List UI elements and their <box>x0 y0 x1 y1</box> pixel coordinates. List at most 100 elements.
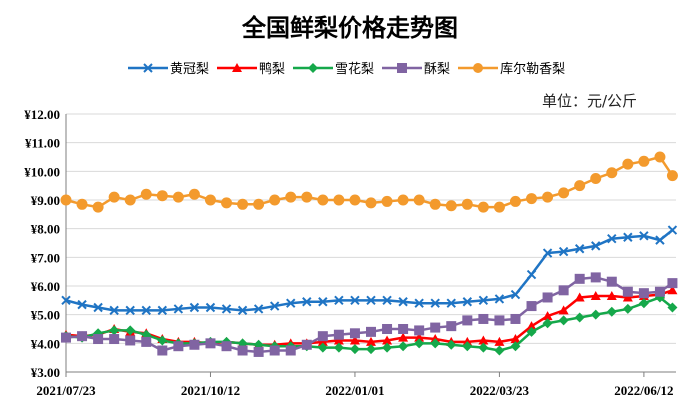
data-point <box>606 276 617 287</box>
data-point <box>667 302 678 313</box>
data-point <box>607 233 617 244</box>
legend-label: 酥梨 <box>424 62 451 77</box>
data-point <box>173 341 184 352</box>
x-tick-label: 2022/06/12 <box>614 383 673 398</box>
data-point <box>542 311 553 321</box>
data-point <box>429 198 441 210</box>
data-point <box>109 305 119 316</box>
data-point <box>77 331 88 342</box>
data-point <box>382 324 393 334</box>
data-point <box>221 341 232 352</box>
data-point <box>462 297 473 307</box>
legend-item: 酥梨 <box>382 58 450 77</box>
data-point <box>461 198 473 210</box>
data-point <box>349 194 361 206</box>
data-point <box>253 304 264 314</box>
data-point <box>189 302 200 313</box>
data-point <box>622 158 634 170</box>
legend-item: 库尔勒香梨 <box>458 58 565 77</box>
data-point <box>366 344 376 355</box>
data-point <box>350 295 360 306</box>
data-point <box>638 288 649 299</box>
data-point <box>334 295 344 306</box>
data-point <box>654 151 666 163</box>
y-tick-label: ¥12.00 <box>24 107 60 122</box>
data-point <box>494 315 505 326</box>
data-point <box>108 191 120 203</box>
data-point <box>590 272 601 283</box>
data-point <box>667 285 678 295</box>
data-point <box>317 342 328 353</box>
y-tick-label: ¥3.00 <box>31 365 60 380</box>
series-1 <box>61 225 678 316</box>
data-point <box>93 302 103 313</box>
data-point <box>526 301 537 312</box>
data-point <box>509 195 521 207</box>
data-point <box>430 298 440 308</box>
data-point <box>478 313 489 324</box>
data-point <box>606 291 617 301</box>
data-point <box>574 273 585 284</box>
y-tick-label: ¥6.00 <box>31 279 60 294</box>
data-point <box>189 339 200 350</box>
data-point <box>397 194 409 206</box>
data-point <box>414 338 425 349</box>
data-point <box>333 329 344 340</box>
series-4 <box>61 272 678 357</box>
data-point <box>574 244 585 254</box>
data-point <box>591 241 601 251</box>
data-point <box>590 309 601 320</box>
data-point <box>157 335 168 346</box>
data-point <box>574 180 586 192</box>
y-tick-label: ¥8.00 <box>31 222 60 237</box>
data-point <box>414 325 425 336</box>
data-point <box>445 200 457 212</box>
data-point <box>92 201 104 213</box>
data-point <box>414 298 424 308</box>
data-point <box>574 312 585 323</box>
data-point <box>526 321 537 331</box>
data-point <box>333 335 344 345</box>
data-point <box>413 194 425 206</box>
legend-label: 鸭梨 <box>259 62 286 77</box>
data-point <box>558 285 569 296</box>
data-point <box>109 325 120 336</box>
y-tick-label: ¥10.00 <box>24 164 60 179</box>
data-point <box>622 292 633 302</box>
chart-legend: 黄冠梨 鸭梨 雪花梨 酥梨 库尔勒香梨 <box>128 58 573 77</box>
data-point <box>542 248 553 258</box>
data-point <box>349 344 360 355</box>
data-point <box>140 188 152 200</box>
data-point <box>93 334 104 345</box>
series-5 <box>60 151 678 213</box>
legend-label: 库尔勒香梨 <box>500 62 566 77</box>
chart-title: 全国鲜梨价格走势图 <box>242 14 458 42</box>
data-point <box>125 305 135 316</box>
y-tick-label: ¥11.00 <box>25 136 60 151</box>
x-tick-label: 2021/07/23 <box>36 383 96 398</box>
data-point <box>237 305 248 316</box>
data-point <box>205 338 216 349</box>
data-point <box>494 294 505 304</box>
data-point <box>301 191 313 203</box>
x-tick-label: 2021/10/12 <box>181 383 240 398</box>
data-point <box>558 305 569 315</box>
data-point <box>237 345 248 356</box>
data-point <box>381 195 393 207</box>
data-point <box>655 235 665 245</box>
data-point <box>667 225 678 235</box>
data-point <box>542 318 553 329</box>
data-point <box>478 335 489 345</box>
data-point <box>622 303 633 314</box>
data-point <box>478 295 489 306</box>
data-point <box>366 326 376 337</box>
data-point <box>446 321 457 332</box>
data-point <box>76 198 88 210</box>
data-point <box>173 304 184 314</box>
legend-label: 雪花梨 <box>335 62 375 77</box>
data-point <box>269 194 281 206</box>
data-point <box>141 336 152 347</box>
legend-swatch-icon <box>458 62 499 73</box>
data-point <box>269 345 280 356</box>
